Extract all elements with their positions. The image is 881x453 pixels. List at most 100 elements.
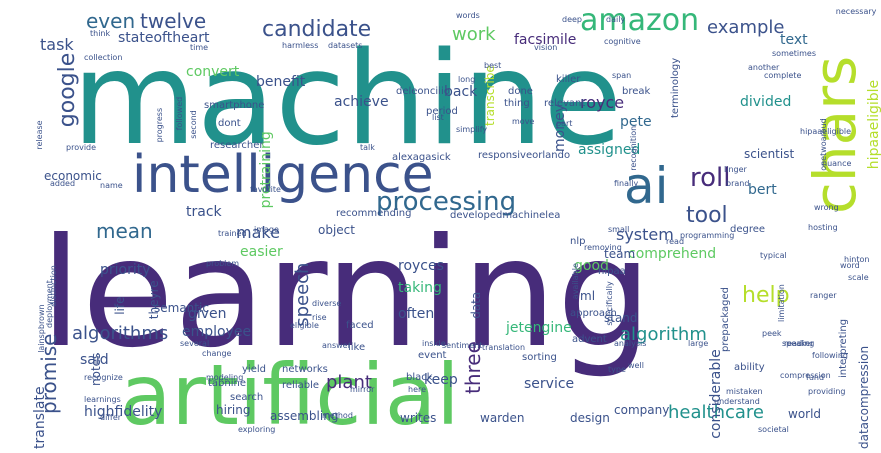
word-machine: machine xyxy=(72,25,622,174)
word-approach: approach xyxy=(570,308,617,319)
word-long: long xyxy=(458,75,475,84)
word-necessary: necessary xyxy=(836,7,877,16)
word-providing: providing xyxy=(808,387,846,396)
word-facsimile: facsimile xyxy=(514,32,576,48)
word-deleonciiio: deleonciiio xyxy=(396,86,450,97)
word-ability: ability xyxy=(734,362,765,373)
word-available: available xyxy=(571,263,580,299)
word-answer: answer xyxy=(322,341,352,350)
word-inside: inside xyxy=(422,339,446,348)
word-deep: deep xyxy=(562,15,582,24)
word-plant: plant xyxy=(326,372,372,393)
word-several: several xyxy=(180,339,209,348)
word-royce: royce xyxy=(580,93,624,112)
word-onetwoaroud: onetwoaroud xyxy=(819,118,828,171)
word-wrong: wrong xyxy=(814,203,839,212)
word-rise: rise xyxy=(312,313,327,322)
word-processing: processing xyxy=(376,187,516,217)
word-pete: pete xyxy=(620,114,652,130)
word-killer: killer xyxy=(556,74,581,85)
word-read: read xyxy=(666,237,684,246)
word-small: small xyxy=(608,225,629,234)
word-black: black xyxy=(406,372,433,383)
word-money: money xyxy=(552,104,568,152)
word-terminology: terminology xyxy=(670,58,681,118)
word-jetengine: jetengine xyxy=(505,320,572,336)
word-trained: trained xyxy=(218,229,247,238)
word-harmless: harmless xyxy=(282,41,318,50)
word-hosting: hosting xyxy=(808,223,838,232)
word-degree: degree xyxy=(730,224,765,235)
word-faced: faced xyxy=(346,320,374,331)
word-dont: dont xyxy=(218,118,241,129)
word-mirror: mirror xyxy=(350,385,375,394)
word-translate: translate xyxy=(32,386,48,449)
word-linger: linger xyxy=(724,165,748,174)
word-world: world xyxy=(788,407,821,421)
word-words: words xyxy=(456,11,480,20)
word-recognition: recognition xyxy=(629,126,638,171)
word-transcribe: transcribe xyxy=(483,65,497,126)
word-search: search xyxy=(230,392,263,403)
word-interpreting: interpreting xyxy=(838,319,849,378)
word-release: release xyxy=(35,120,44,149)
word-translation: translation xyxy=(482,343,525,352)
word-smartphone: smartphone xyxy=(204,100,264,111)
word-good: good xyxy=(574,258,609,274)
word-learnings: learnings xyxy=(84,395,121,404)
word-taking: taking xyxy=(398,280,442,296)
word-ai: ai xyxy=(624,157,669,215)
word-followed: followed xyxy=(175,97,184,131)
word-hipaaeligible: hipaaeligible xyxy=(800,127,851,136)
word-intelligence: intelligence xyxy=(132,145,434,205)
word-hinton: hinton xyxy=(844,255,869,264)
word-speech: speech xyxy=(292,263,313,327)
word-promise: promise xyxy=(37,334,61,414)
word-theyre: theyre xyxy=(147,280,161,319)
word-economic: economic xyxy=(44,169,102,183)
word-algorithms: algorithms xyxy=(72,323,168,344)
word-diverse: diverse xyxy=(312,299,341,308)
word-period: period xyxy=(426,106,458,117)
word-assigned: assigned xyxy=(578,142,640,158)
word-understand: understand xyxy=(714,397,760,406)
word-comprehend: comprehend xyxy=(628,246,716,262)
word-differ: differ xyxy=(100,413,122,422)
word-time: time xyxy=(190,43,208,52)
word-life: life xyxy=(113,297,127,315)
word-thing: thing xyxy=(504,98,530,109)
word-often: often xyxy=(398,306,434,322)
word-notes: notes xyxy=(89,353,103,386)
word-ml: ml xyxy=(580,289,595,303)
word-scientist: scientist xyxy=(744,147,794,161)
word-provide: provide xyxy=(66,143,96,152)
word-reliable: reliable xyxy=(282,380,319,391)
word-collection: collection xyxy=(84,53,122,62)
word-second: second xyxy=(189,110,198,139)
word-pretraining: pretraining xyxy=(258,131,274,208)
word-considerable: considerable xyxy=(708,349,724,439)
word-well: well xyxy=(628,361,644,370)
word-large: large xyxy=(688,339,708,348)
word-mean: mean xyxy=(96,219,153,243)
word-recommending: recommending xyxy=(336,208,411,219)
word-event: event xyxy=(418,350,447,361)
word-programming: programming xyxy=(680,231,734,240)
word-nlp: nlp xyxy=(570,236,585,247)
word-algorithm: algorithm xyxy=(620,324,707,345)
word-learning: learning xyxy=(40,207,652,381)
word-limitation: limitation xyxy=(777,284,786,322)
word-work: work xyxy=(452,24,496,45)
word-talk: talk xyxy=(360,143,375,152)
word-progress: progress xyxy=(155,108,164,143)
word-datasets: datasets xyxy=(328,41,362,50)
word-break: break xyxy=(622,86,651,97)
word-typical: typical xyxy=(760,251,787,260)
word-problem: problem xyxy=(206,259,239,268)
word-image: image xyxy=(254,225,279,234)
word-following: following xyxy=(812,351,848,360)
word-sentiment: sentiment xyxy=(442,341,482,350)
word-relevant: relevant xyxy=(544,98,585,109)
word-tabnine: tabnine xyxy=(208,378,246,389)
